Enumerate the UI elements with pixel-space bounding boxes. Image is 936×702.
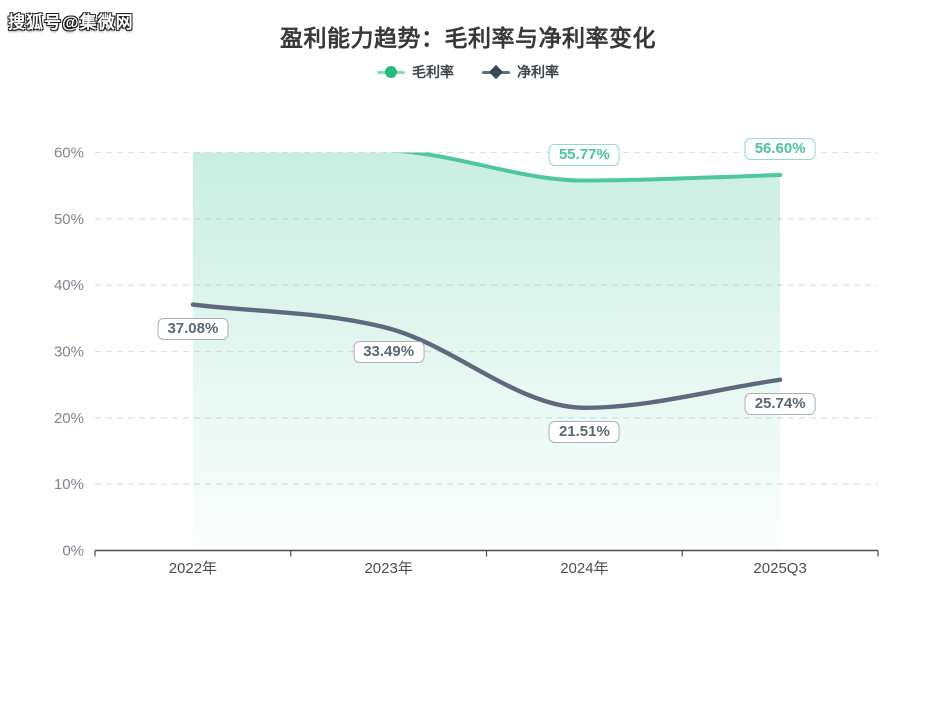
point-label: 21.51% xyxy=(548,420,620,443)
legend-item-gross-margin[interactable]: 毛利率 xyxy=(377,62,454,82)
point-label: 37.08% xyxy=(157,317,229,340)
legend-item-net-margin[interactable]: 净利率 xyxy=(482,62,559,82)
gross-margin-legend-marker xyxy=(377,66,405,78)
circle-marker-icon xyxy=(385,66,397,78)
gross-margin-area xyxy=(192,152,781,551)
y-axis-label: 30% xyxy=(54,344,84,361)
point-label: 25.74% xyxy=(744,392,816,415)
x-axis-label: 2024年 xyxy=(560,560,608,577)
x-axis-label: 2022年 xyxy=(169,560,217,577)
y-axis-label: 50% xyxy=(54,211,84,228)
point-label: 55.77% xyxy=(548,143,620,166)
y-axis-label: 40% xyxy=(54,277,84,294)
y-axis-label: 0% xyxy=(62,543,84,560)
chart-title: 盈利能力趋势：毛利率与净利率变化 xyxy=(280,25,656,51)
point-label: 56.60% xyxy=(744,138,816,161)
legend: 毛利率 净利率 xyxy=(0,62,936,82)
x-axis-label: 2023年 xyxy=(364,560,412,577)
watermark: 搜狐号@集微网 xyxy=(8,13,134,32)
net-margin-line xyxy=(190,302,783,411)
y-axis-label: 20% xyxy=(54,410,84,427)
gross-margin-line xyxy=(388,152,783,183)
x-axis-label: 2025Q3 xyxy=(753,560,806,577)
diamond-marker-icon xyxy=(488,64,504,80)
point-label: 33.49% xyxy=(353,341,425,364)
net-margin-legend-marker xyxy=(482,64,510,80)
legend-label-net-margin: 净利率 xyxy=(517,64,559,80)
y-axis-label: 60% xyxy=(54,145,84,162)
legend-label-gross-margin: 毛利率 xyxy=(412,64,454,80)
y-axis-label: 10% xyxy=(54,476,84,493)
